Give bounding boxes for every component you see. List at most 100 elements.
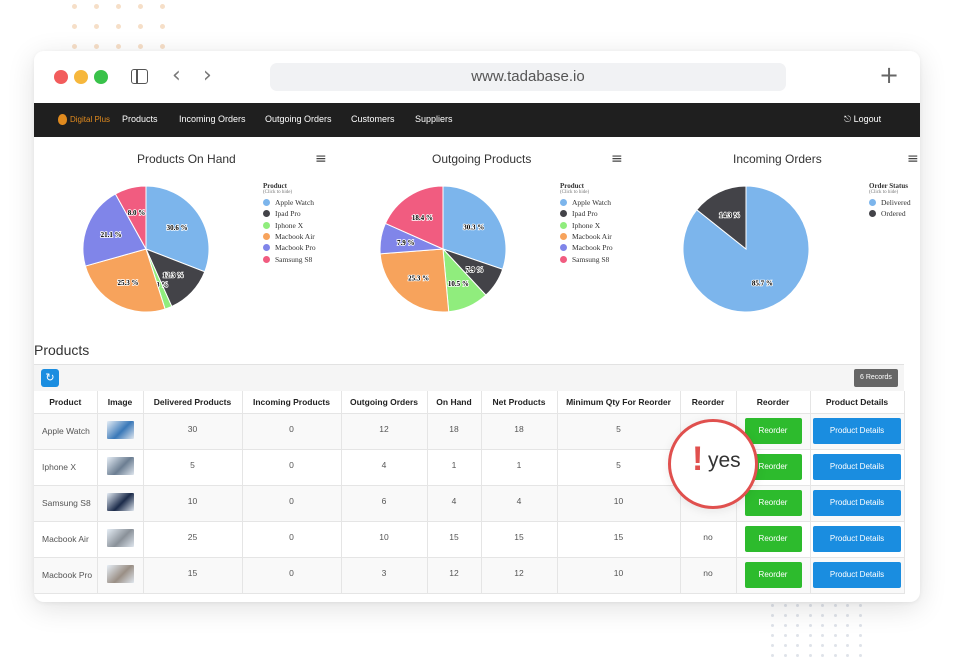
legend-item[interactable]: Ordered [869,208,911,219]
product-thumbnail[interactable] [106,421,134,439]
logout-label: Logout [853,114,882,124]
decorative-dot [846,644,849,647]
decorative-dot [783,624,787,627]
product-thumbnail[interactable] [106,457,134,475]
legend-item[interactable]: Apple Watch [560,197,613,208]
legend-label: Iphone X [572,220,601,230]
decorative-dot [796,604,799,607]
pie-slice[interactable] [384,185,444,250]
product-details-button[interactable]: Product Details [813,418,901,444]
table-row[interactable]: Iphone X 5 0 4 1 1 5 Reorder Product Details [34,449,905,486]
legend-label: Ordered [881,209,906,219]
refresh-icon[interactable]: ↻ [41,369,59,387]
decorative-dot [796,614,799,617]
sidebar-toggle-icon[interactable] [131,69,148,84]
chart-menu-icon[interactable]: ≡ [611,151,623,167]
nav-link-incoming-orders[interactable]: Incoming Orders [179,114,246,124]
column-header-outgoing-orders[interactable]: Outgoing Orders [341,391,428,414]
decorative-dot [796,644,799,647]
decorative-dot [771,604,774,607]
product-details-button[interactable]: Product Details [813,526,901,552]
legend-item[interactable]: Samsung S8 [263,253,316,264]
nav-link-outgoing-orders[interactable]: Outgoing Orders [265,114,332,124]
column-header-reorder-flag[interactable]: Reorder [680,391,737,414]
column-header-net-products[interactable]: Net Products [481,391,558,414]
cell-product: Samsung S8 [34,485,98,522]
products-table: Product Image Delivered Products Incomin… [34,391,905,594]
table-row[interactable]: Macbook Pro 15 0 3 12 12 10 no Reorder Product De… [34,557,905,594]
maximize-window-button[interactable] [94,70,108,84]
chart-legend-outgoing-products: Product (Click to hide) Apple Watch Ipad … [560,182,613,265]
product-details-button[interactable]: Product Details [813,454,901,480]
decorative-dot [858,624,862,627]
table-row[interactable]: Apple Watch 30 0 12 18 18 5 Reorder Product Deta… [34,413,905,450]
url-bar[interactable]: www.tadabase.io [270,63,786,91]
legend-item[interactable]: Macbook Pro [263,242,316,253]
product-thumbnail[interactable] [106,529,134,547]
pie-slice[interactable] [84,248,166,313]
legend-label: Samsung S8 [275,254,313,264]
pie-slice[interactable] [379,248,450,313]
product-details-button[interactable]: Product Details [813,490,901,516]
nav-link-products[interactable]: Products [122,114,158,124]
column-header-image[interactable]: Image [97,391,144,414]
decorative-dot [783,614,787,617]
reorder-button[interactable]: Reorder [744,562,802,588]
table-toolbar: ↻ 6 Records [34,364,904,391]
reorder-button[interactable]: Reorder [744,418,802,444]
legend-item[interactable]: Macbook Pro [560,242,613,253]
minimize-window-button[interactable] [74,70,88,84]
legend-label: Macbook Air [572,232,612,242]
pie-slice[interactable] [114,185,147,251]
pie-slice[interactable] [145,185,210,273]
decorative-dot [808,644,812,647]
column-header-product-details[interactable]: Product Details [810,391,905,414]
reorder-button[interactable]: Reorder [744,526,802,552]
nav-link-customers[interactable]: Customers [351,114,395,124]
column-header-delivered-products[interactable]: Delivered Products [143,391,243,414]
legend-item[interactable]: Ipad Pro [263,208,316,219]
cell-outgoing: 12 [341,413,428,450]
back-arrow-icon[interactable]: ‹ [172,63,181,88]
legend-item[interactable]: Apple Watch [263,197,316,208]
product-thumbnail[interactable] [106,493,134,511]
chart-menu-icon[interactable]: ≡ [315,151,327,167]
cell-on-hand: 1 [427,449,482,486]
legend-item[interactable]: Ipad Pro [560,208,613,219]
column-header-on-hand[interactable]: On Hand [427,391,482,414]
close-window-button[interactable] [54,70,68,84]
table-row[interactable]: Macbook Air 25 0 10 15 15 15 no Reorder Product D… [34,521,905,558]
cell-reorder-action: Reorder [736,557,811,594]
decorative-dot [72,4,77,9]
legend-item[interactable]: Iphone X [263,220,316,231]
decorative-dot [846,634,849,637]
legend-subtitle: (Click to hide) [869,190,899,195]
product-details-button[interactable]: Product Details [813,562,901,588]
legend-item[interactable]: Macbook Air [560,231,613,242]
column-header-product[interactable]: Product [34,391,98,414]
brand-logo[interactable]: Digital Plus [58,114,110,125]
pie-slice[interactable] [82,193,147,267]
nav-link-suppliers[interactable]: Suppliers [415,114,453,124]
legend-item[interactable]: Delivered [869,197,911,208]
column-header-incoming-products[interactable]: Incoming Products [242,391,342,414]
column-header-reorder-action[interactable]: Reorder [736,391,811,414]
forward-arrow-icon[interactable]: › [203,63,212,88]
legend-item[interactable]: Samsung S8 [560,253,613,264]
column-header-minimum-qty[interactable]: Minimum Qty For Reorder [557,391,681,414]
cell-delivered: 5 [143,449,243,486]
pie-data-label: 1.8 % [151,281,169,289]
decorative-dot [160,4,165,9]
table-row[interactable]: Samsung S8 10 0 6 4 4 10 Reorder Product Details [34,485,905,522]
chart-menu-icon[interactable]: ≡ [907,151,919,167]
product-thumbnail[interactable] [106,565,134,583]
reorder-button[interactable]: Reorder [744,490,802,516]
legend-subtitle: (Click to hide) [560,190,590,195]
legend-item[interactable]: Macbook Air [263,231,316,242]
legend-item[interactable]: Iphone X [560,220,613,231]
cell-product: Iphone X [34,449,98,486]
pie-slice[interactable] [442,185,507,270]
pie-slice[interactable] [696,185,747,251]
logout-button[interactable]: ⎋ Logout [844,114,881,125]
new-tab-icon[interactable]: + [879,61,900,89]
